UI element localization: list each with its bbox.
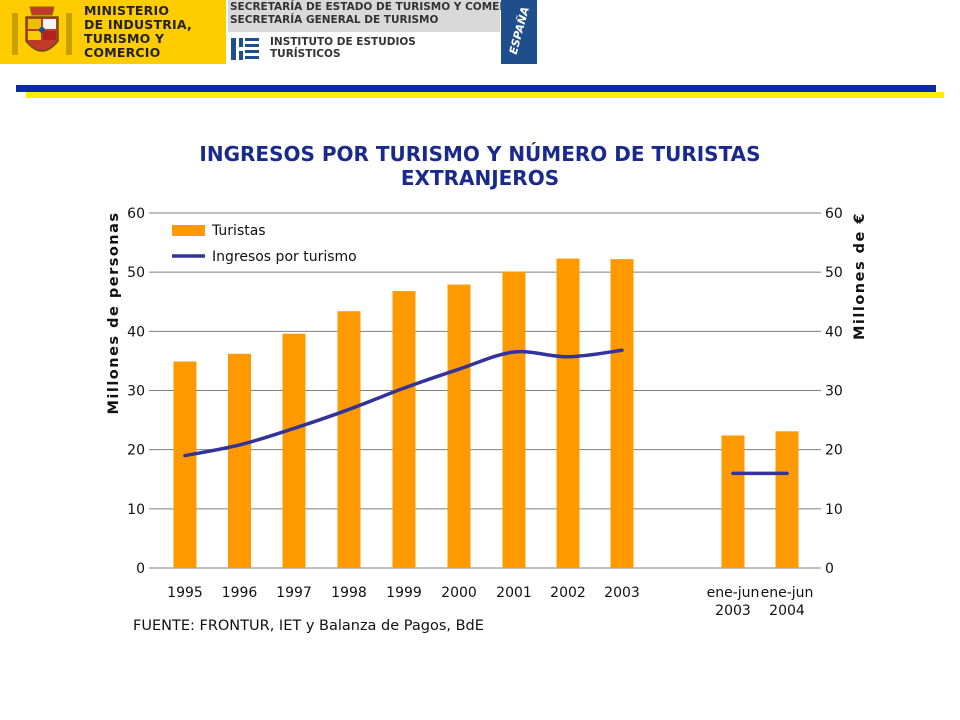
y-tick-label-right: 20 (825, 443, 843, 459)
y-tick-label-right: 30 (825, 384, 843, 400)
y-tick-label-right: 60 (825, 206, 843, 222)
x-tick-label: ene-jun (707, 585, 760, 601)
instituto-line-2: TURÍSTICOS (270, 48, 341, 60)
legend-swatch-turistas (172, 225, 205, 236)
x-tick-label: 2002 (550, 585, 586, 601)
x-tick-label: 1996 (222, 585, 258, 601)
y-tick-label-left: 50 (127, 265, 145, 281)
header-banner: MINISTERIO DE INDUSTRIA, TURISMO Y COMER… (0, 0, 960, 66)
y-tick-label-left: 60 (127, 206, 145, 222)
ministry-line-4: COMERCIO (84, 45, 161, 60)
bar-turistas (447, 284, 471, 568)
bar-turistas (721, 435, 745, 568)
x-tick-label: 2004 (769, 603, 805, 619)
y-axis-label-right: Millones de € (852, 212, 868, 340)
x-tick-label: 2000 (441, 585, 477, 601)
y-tick-label-left: 10 (127, 502, 145, 518)
line-ingresos (183, 348, 624, 458)
ministry-name: MINISTERIO DE INDUSTRIA, TURISMO Y COMER… (84, 4, 192, 60)
y-tick-label-left: 20 (127, 443, 145, 459)
secretaria-block (228, 0, 500, 32)
secretaria-name: SECRETARÍA DE ESTADO DE TURISMO Y COMERC… (230, 1, 528, 27)
x-tick-label: 2003 (604, 585, 640, 601)
x-tick-label: 2001 (496, 585, 532, 601)
ministry-line-2: DE INDUSTRIA, (84, 17, 192, 32)
ministry-line-3: TURISMO Y (84, 31, 165, 46)
bar-turistas (173, 361, 197, 568)
secretaria-line-1: SECRETARÍA DE ESTADO DE TURISMO Y COMERC… (230, 1, 528, 13)
x-tick-label: ene-jun (761, 585, 814, 601)
y-tick-label-left: 30 (127, 384, 145, 400)
bar-turistas (337, 311, 361, 568)
y-tick-label-right: 50 (825, 265, 843, 281)
legend-label-ingresos: Ingresos por turismo (212, 249, 357, 265)
x-tick-label: 1997 (276, 585, 312, 601)
coat-of-arms-icon (12, 6, 72, 55)
instituto-line-1: INSTITUTO DE ESTUDIOS (270, 36, 416, 48)
x-tick-label: 1999 (386, 585, 422, 601)
x-tick-label: 2003 (715, 603, 751, 619)
y-axis-label-left: Millones de personas (106, 211, 122, 414)
bar-turistas (228, 353, 251, 568)
y-tick-label-left: 0 (136, 561, 145, 577)
bar-turistas (502, 271, 526, 568)
bar-turistas (556, 258, 580, 568)
secretaria-line-2: SECRETARÍA GENERAL DE TURISMO (230, 14, 439, 26)
x-tick-label: 1995 (167, 585, 203, 601)
bar-turistas (610, 259, 634, 568)
espana-badge: ESPAÑA (501, 0, 537, 64)
iet-logo-icon (231, 38, 259, 60)
x-tick-label: 1998 (331, 585, 367, 601)
bar-turistas (282, 333, 306, 568)
y-tick-label-right: 40 (825, 324, 843, 340)
y-tick-label-left: 40 (127, 324, 145, 340)
ministry-line-1: MINISTERIO (84, 3, 170, 18)
chart-title: INGRESOS POR TURISMO Y NÚMERO DE TURISTA… (199, 142, 761, 190)
y-tick-label-right: 10 (825, 502, 843, 518)
blue-divider (16, 85, 936, 92)
instituto-name: INSTITUTO DE ESTUDIOS TURÍSTICOS (270, 36, 416, 60)
bar-turistas (392, 291, 416, 568)
source-note: FUENTE: FRONTUR, IET y Balanza de Pagos,… (133, 618, 484, 634)
legend-label-turistas: Turistas (211, 223, 266, 239)
yellow-divider (26, 92, 944, 98)
bar-turistas (775, 431, 799, 568)
y-tick-label-right: 0 (825, 561, 834, 577)
